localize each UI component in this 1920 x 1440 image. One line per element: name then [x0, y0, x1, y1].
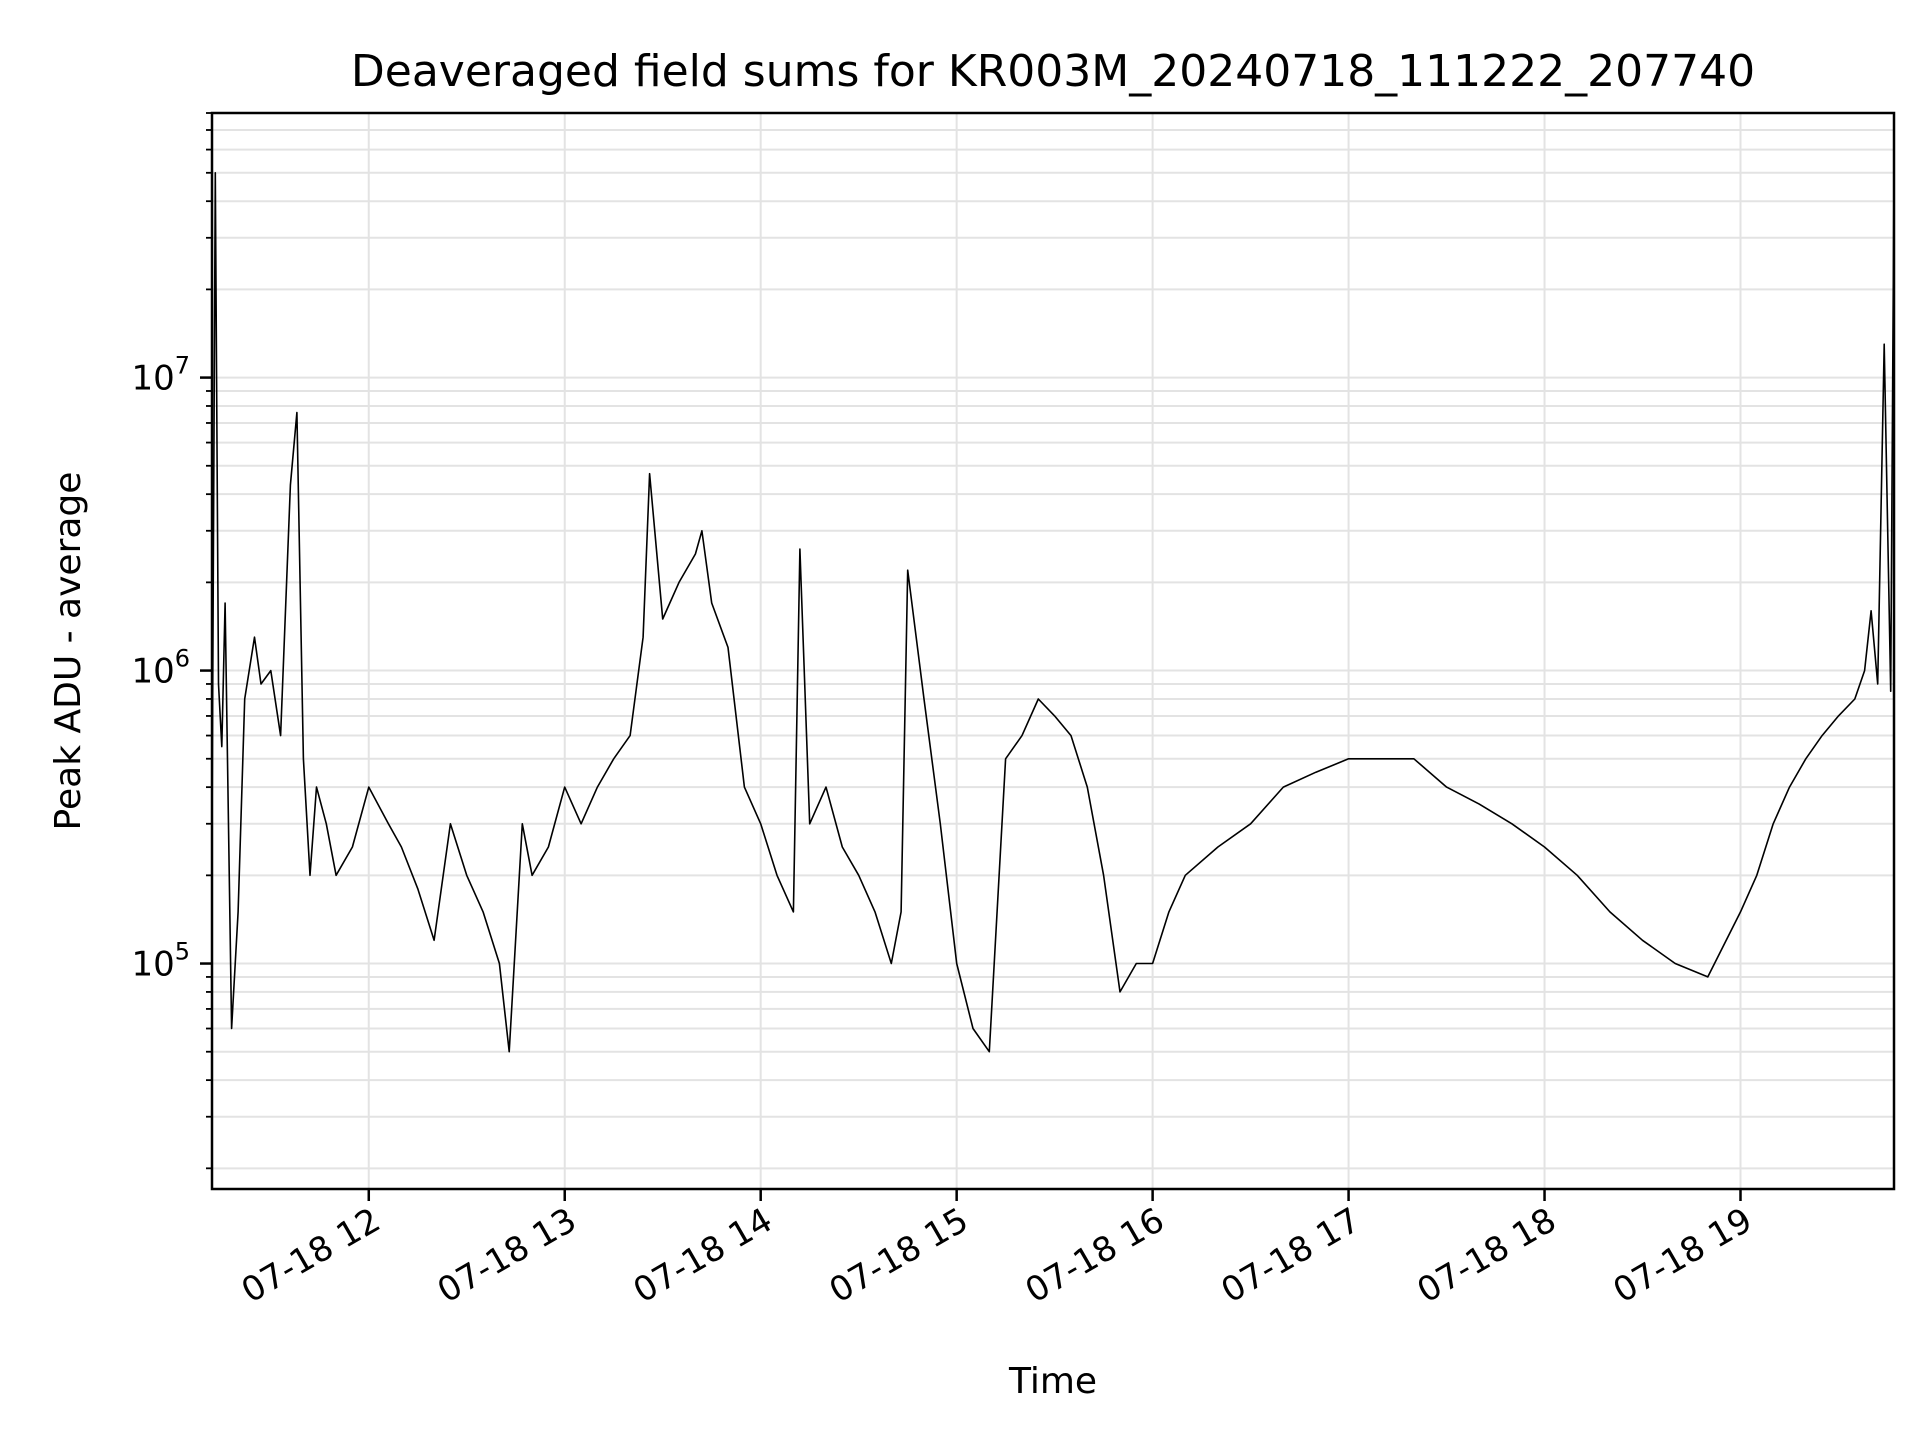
- x-tick-label: 07-18 18: [1411, 1200, 1563, 1311]
- x-tick-label: 07-18 16: [1019, 1200, 1171, 1311]
- chart-title: Deaveraged field sums for KR003M_2024071…: [351, 46, 1755, 97]
- y-axis-label: Peak ADU - average: [48, 472, 89, 831]
- x-axis-label: Time: [1008, 1361, 1097, 1402]
- y-axis-ticks: 105 106 107: [131, 112, 212, 1170]
- x-tick-label: 07-18 14: [627, 1200, 779, 1311]
- y-tick-label: 106: [131, 645, 190, 692]
- x-tick-label: 07-18 13: [431, 1200, 583, 1311]
- x-tick-label: 07-18 15: [823, 1200, 975, 1311]
- x-tick-label: 07-18 17: [1215, 1200, 1367, 1311]
- x-tick-label: 07-18 19: [1607, 1200, 1759, 1311]
- series-line-0: [211, 172, 1895, 1053]
- y-tick-label: 107: [131, 352, 190, 399]
- x-axis-ticks: 07-18 12 07-18 13 07-18 14 07-18 15 07-18 16…: [235, 1189, 1759, 1311]
- x-tick-label: 07-18 12: [235, 1200, 387, 1311]
- grid: [212, 112, 1894, 1189]
- plot-frame: [210, 111, 1896, 1191]
- y-tick-label: 105: [131, 938, 190, 985]
- series-layer: [211, 172, 1895, 1053]
